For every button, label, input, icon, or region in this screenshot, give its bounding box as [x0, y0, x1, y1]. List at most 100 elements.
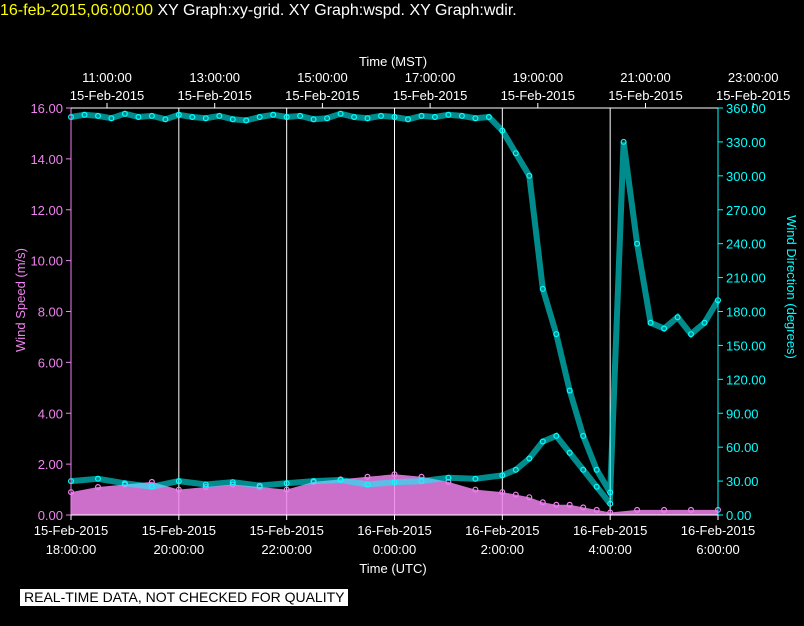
data-point-2-1: [94, 475, 101, 482]
right-tick-label-10: 300.00: [726, 169, 766, 184]
data-point-2-6: [229, 479, 236, 486]
data-point-0-21: [566, 501, 573, 508]
right-tick-label-6: 180.00: [726, 305, 766, 320]
series-band-2: [70, 432, 613, 506]
left-tick-label-8: 16.00: [30, 101, 63, 116]
data-point-2-5: [202, 481, 209, 488]
data-point-0-11: [364, 473, 371, 480]
right-axis-label: Wind Direction (degrees): [784, 215, 799, 359]
bottom-tick-time-0: 18:00:00: [46, 542, 97, 557]
left-tick-label-2: 4.00: [38, 406, 63, 421]
data-point-1-42: [634, 240, 641, 247]
data-point-0-4: [175, 486, 182, 493]
data-point-0-15: [472, 486, 479, 493]
bottom-tick-date-6: 16-Feb-2015: [681, 523, 755, 538]
bottom-tick-date-4: 16-Feb-2015: [465, 523, 539, 538]
data-point-1-11: [216, 112, 223, 119]
bottom-tick-time-1: 20:00:00: [154, 542, 205, 557]
top-axis-label: Time (MST): [359, 54, 427, 69]
top-tick-time-4: 19:00:00: [512, 70, 563, 85]
top-tick-date-0: 15-Feb-2015: [70, 88, 144, 103]
data-point-1-46: [687, 331, 694, 338]
data-point-1-20: [337, 110, 344, 117]
data-point-0-26: [661, 506, 668, 513]
top-tick-time-1: 13:00:00: [189, 70, 240, 85]
data-point-1-5: [135, 113, 142, 120]
bottom-tick-date-3: 16-Feb-2015: [357, 523, 431, 538]
series-area-0: [71, 474, 718, 515]
right-tick-label-4: 120.00: [726, 372, 766, 387]
data-point-0-17: [512, 491, 519, 498]
data-point-2-16: [499, 472, 506, 479]
data-point-1-13: [243, 117, 250, 124]
right-tick-label-5: 150.00: [726, 338, 766, 353]
data-point-1-22: [364, 115, 371, 122]
left-tick-label-3: 6.00: [38, 355, 63, 370]
data-point-1-32: [499, 127, 506, 134]
data-point-1-35: [539, 285, 546, 292]
data-point-0-19: [539, 499, 546, 506]
timestamp-label: 16-feb-2015,06:00:00: [0, 2, 154, 19]
data-point-1-29: [458, 112, 465, 119]
data-point-1-8: [175, 111, 182, 118]
data-point-2-15: [472, 475, 479, 482]
data-point-2-22: [580, 466, 587, 473]
left-tick-label-5: 10.00: [30, 254, 63, 269]
top-tick-date-6: 15-Feb-2015: [716, 88, 790, 103]
data-point-1-24: [391, 113, 398, 120]
data-point-0-12: [391, 471, 398, 478]
left-tick-label-7: 14.00: [30, 152, 63, 167]
data-point-1-3: [108, 115, 115, 122]
right-tick-label-0: 0.00: [726, 508, 751, 523]
data-point-0-1: [94, 484, 101, 491]
data-point-1-37: [566, 387, 573, 394]
top-tick-time-5: 21:00:00: [620, 70, 671, 85]
data-point-1-44: [661, 325, 668, 332]
right-tick-label-9: 270.00: [726, 203, 766, 218]
tick-labels: 0.00 2.00 4.00 6.00 8.00 10.00 12.00 14.00 16.00…: [30, 70, 790, 557]
data-point-1-31: [485, 113, 492, 120]
bottom-tick-date-0: 15-Feb-2015: [34, 523, 108, 538]
data-point-2-17: [512, 466, 519, 473]
data-point-1-30: [472, 115, 479, 122]
top-tick-date-4: 15-Feb-2015: [501, 88, 575, 103]
left-tick-label-0: 0.00: [38, 508, 63, 523]
top-tick-time-0: 11:00:00: [82, 70, 132, 85]
data-point-2-8: [283, 480, 290, 487]
data-point-0-18: [526, 494, 533, 501]
data-point-1-9: [189, 113, 196, 120]
chart-header: 16-feb-2015,06:00:00 XY Graph:xy-grid. X…: [0, 0, 517, 22]
left-tick-label-6: 12.00: [30, 203, 63, 218]
data-point-2-7: [256, 482, 263, 489]
data-series: [67, 110, 721, 516]
data-point-2-9: [310, 478, 317, 485]
bottom-tick-date-5: 16-Feb-2015: [573, 523, 647, 538]
data-point-1-12: [229, 116, 236, 123]
right-tick-label-1: 30.00: [726, 474, 759, 489]
data-point-1-23: [378, 112, 385, 119]
right-tick-label-2: 60.00: [726, 440, 759, 455]
right-tick-label-11: 330.00: [726, 135, 766, 150]
right-tick-label-8: 240.00: [726, 237, 766, 252]
data-point-0-23: [593, 506, 600, 513]
bottom-tick-time-2: 22:00:00: [261, 542, 312, 557]
data-point-1-2: [94, 112, 101, 119]
data-point-0-22: [580, 504, 587, 511]
data-point-1-17: [297, 112, 304, 119]
data-point-0-16: [499, 489, 506, 496]
data-point-1-36: [553, 331, 560, 338]
series-band-1: [70, 110, 721, 503]
data-point-0-27: [687, 506, 694, 513]
data-point-1-40: [607, 489, 614, 496]
top-tick-date-3: 15-Feb-2015: [393, 88, 467, 103]
data-point-1-4: [121, 110, 128, 117]
data-point-2-13: [418, 478, 425, 485]
quality-warning-label: REAL-TIME DATA, NOT CHECKED FOR QUALITY: [20, 589, 349, 606]
data-point-2-3: [148, 483, 155, 490]
data-point-1-16: [283, 113, 290, 120]
top-tick-time-6: 23:00:00: [728, 70, 779, 85]
data-point-1-43: [647, 319, 654, 326]
data-point-1-26: [418, 112, 425, 119]
data-point-1-25: [405, 116, 412, 123]
data-point-2-24: [607, 500, 614, 507]
